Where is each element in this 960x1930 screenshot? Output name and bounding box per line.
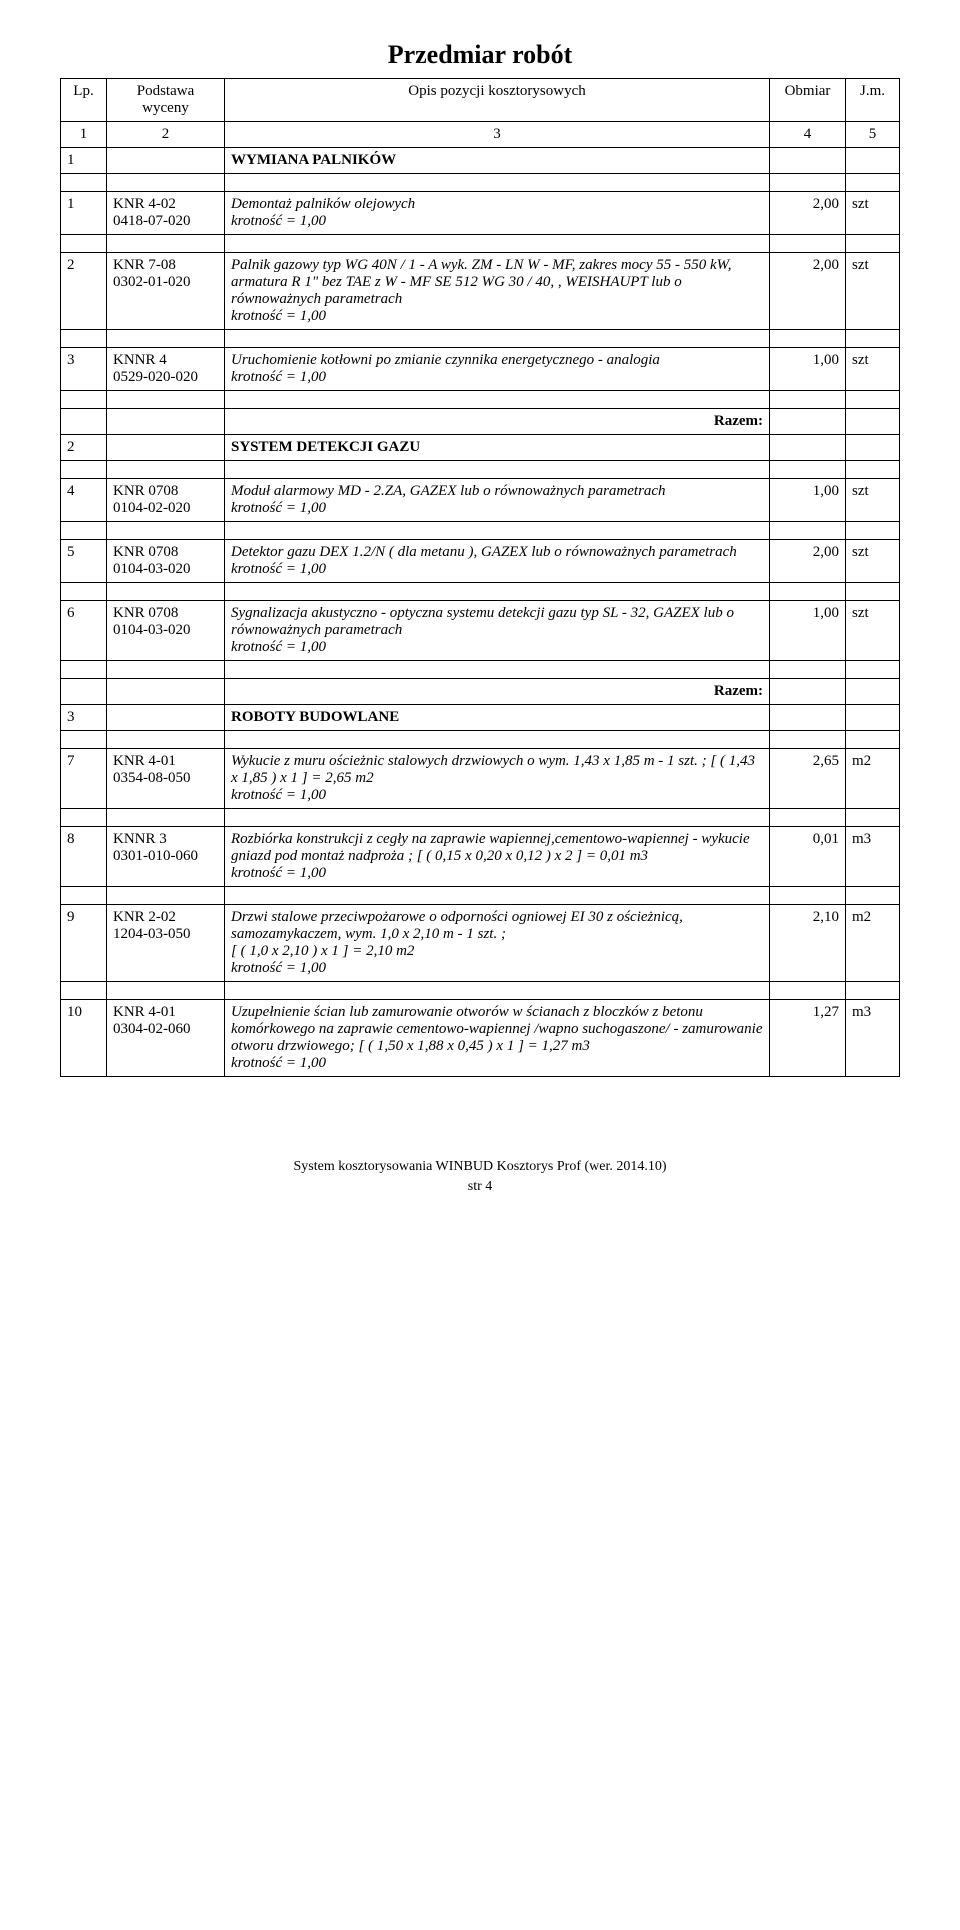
column-index-row: 1 2 3 4 5 [61, 122, 900, 148]
table-row: 5 KNR 0708 0104-03-020 Detektor gazu DEX… [61, 540, 900, 583]
table-row: 9 KNR 2-02 1204-03-050 Drzwi stalowe prz… [61, 905, 900, 982]
table-row: 10 KNR 4-01 0304-02-060 Uzupełnienie ści… [61, 1000, 900, 1077]
table-row: 7 KNR 4-01 0354-08-050 Wykucie z muru oś… [61, 749, 900, 809]
colnum-2: 2 [107, 122, 225, 148]
table-row: 1 KNR 4-02 0418-07-020 Demontaż palników… [61, 192, 900, 235]
th-base: Podstawa wyceny [107, 79, 225, 122]
th-lp: Lp. [61, 79, 107, 122]
item-jm: szt [846, 192, 900, 235]
footer-line1: System kosztorysowania WINBUD Kosztorys … [60, 1157, 900, 1177]
page-title: Przedmiar robót [60, 40, 900, 70]
table-row: 6 KNR 0708 0104-03-020 Sygnalizacja akus… [61, 601, 900, 661]
section-row: 2 SYSTEM DETEKCJI GAZU [61, 435, 900, 461]
section-title: WYMIANA PALNIKÓW [225, 148, 770, 174]
page-footer: System kosztorysowania WINBUD Kosztorys … [60, 1157, 900, 1196]
th-jm: J.m. [846, 79, 900, 122]
table-header-row: Lp. Podstawa wyceny Opis pozycji kosztor… [61, 79, 900, 122]
table-row: 3 KNNR 4 0529-020-020 Uruchomienie kotło… [61, 348, 900, 391]
table-row: 8 KNNR 3 0301-010-060 Rozbiórka konstruk… [61, 827, 900, 887]
item-lp: 1 [61, 192, 107, 235]
razem-label: Razem: [225, 409, 770, 435]
item-obm: 2,00 [770, 192, 846, 235]
footer-line2: str 4 [60, 1177, 900, 1197]
section-row: 3 ROBOTY BUDOWLANE [61, 705, 900, 731]
colnum-1: 1 [61, 122, 107, 148]
colnum-3: 3 [225, 122, 770, 148]
razem-row: Razem: [61, 409, 900, 435]
table-row: 4 KNR 0708 0104-02-020 Moduł alarmowy MD… [61, 479, 900, 522]
th-desc: Opis pozycji kosztorysowych [225, 79, 770, 122]
colnum-4: 4 [770, 122, 846, 148]
th-obm: Obmiar [770, 79, 846, 122]
section-row: 1 WYMIANA PALNIKÓW [61, 148, 900, 174]
item-desc: Demontaż palników olejowych krotność = 1… [225, 192, 770, 235]
item-base: KNR 4-02 0418-07-020 [107, 192, 225, 235]
cost-table: Lp. Podstawa wyceny Opis pozycji kosztor… [60, 78, 900, 1077]
section-lp: 1 [61, 148, 107, 174]
colnum-5: 5 [846, 122, 900, 148]
table-row: 2 KNR 7-08 0302-01-020 Palnik gazowy typ… [61, 253, 900, 330]
page: Przedmiar robót Lp. Podstawa wyceny Opis… [0, 0, 960, 1226]
razem-row: Razem: [61, 679, 900, 705]
